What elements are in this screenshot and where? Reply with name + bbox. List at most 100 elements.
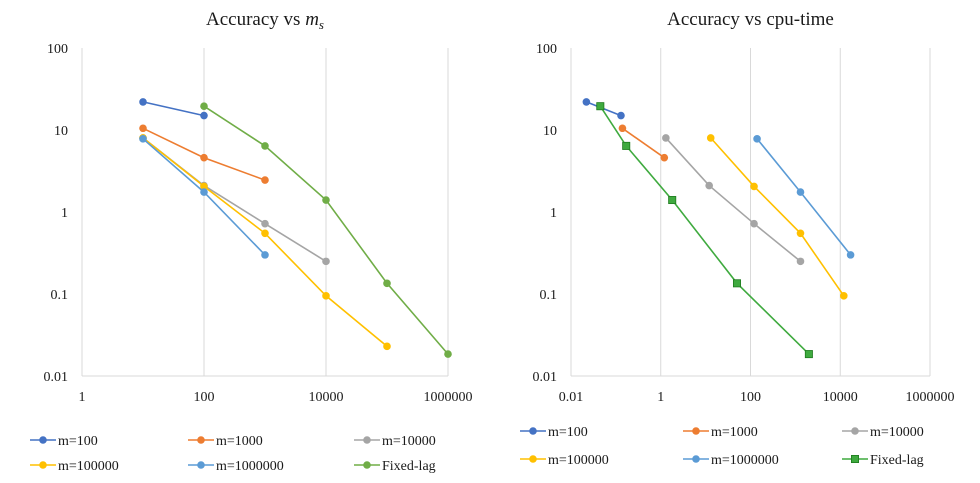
series-line-m=1000 xyxy=(621,127,665,159)
legend-swatch-marker xyxy=(851,454,860,463)
legend-swatch-marker xyxy=(529,455,537,463)
data-point xyxy=(750,219,758,228)
series-line-m=10000 xyxy=(665,137,802,263)
data-point xyxy=(582,98,591,106)
legend-swatch-marker xyxy=(197,436,205,444)
legend-item: m=100 xyxy=(520,425,588,440)
legend-label: m=1000000 xyxy=(711,453,779,468)
x-tick-label: 10000 xyxy=(823,390,858,405)
data-point xyxy=(840,292,848,300)
legend-label: m=1000000 xyxy=(216,459,284,474)
data-point xyxy=(796,188,805,196)
data-point xyxy=(618,124,627,133)
legend-item: m=100 xyxy=(30,434,98,449)
x-tick-label: 10000 xyxy=(309,390,344,405)
legend-swatch-marker xyxy=(363,436,371,444)
series-line-Fixed-lag xyxy=(599,105,810,355)
data-point xyxy=(139,135,147,143)
data-point xyxy=(796,229,805,238)
data-point xyxy=(139,98,147,106)
legend-swatch-marker xyxy=(692,427,700,435)
data-point xyxy=(383,342,391,351)
legend-item: m=1000000 xyxy=(188,459,284,474)
series-line-m=100 xyxy=(142,101,205,117)
data-point xyxy=(662,134,670,142)
legend-item: m=10000 xyxy=(842,425,924,440)
data-point xyxy=(200,111,208,120)
legend-item: m=100000 xyxy=(520,453,609,468)
legend-label: m=100 xyxy=(58,434,98,449)
legend-item: m=100000 xyxy=(30,459,119,474)
legend-label: m=100000 xyxy=(548,453,609,468)
legend-label: m=100 xyxy=(548,425,588,440)
legend-swatch-marker xyxy=(692,455,700,463)
data-point xyxy=(200,153,208,162)
x-tick-label: 1 xyxy=(79,390,86,405)
y-tick-label: 0.1 xyxy=(540,288,558,303)
y-tick-label: 10 xyxy=(543,124,557,139)
legend-label: Fixed-lag xyxy=(870,453,924,468)
legend-label: m=10000 xyxy=(382,434,436,449)
data-point xyxy=(200,182,208,191)
y-tick-label: 0.01 xyxy=(533,370,558,385)
data-point xyxy=(261,251,269,259)
legend-label: m=1000 xyxy=(711,425,758,440)
data-point xyxy=(660,153,669,162)
data-point xyxy=(200,102,208,111)
legend-label: m=10000 xyxy=(870,425,924,440)
data-point xyxy=(261,176,269,184)
x-tick-label: 1 xyxy=(657,390,664,405)
legend-swatch-marker xyxy=(363,461,371,469)
chart-title: Accuracy vs ms xyxy=(206,9,324,32)
data-point xyxy=(322,196,330,204)
y-tick-label: 0.01 xyxy=(44,370,69,385)
chart-title-variable: m xyxy=(305,9,319,30)
legend-swatch-marker xyxy=(39,436,47,444)
x-tick-label: 100 xyxy=(740,390,761,405)
legend-swatch-marker xyxy=(851,427,859,435)
data-point xyxy=(750,182,758,191)
x-tick-label: 1000000 xyxy=(906,390,955,405)
data-point xyxy=(596,102,605,111)
chart-1: Accuracy vs ms 1 100 10000 1000000 0.01 0.1 1 10… xyxy=(30,9,473,474)
chart-title-subscript: s xyxy=(319,17,324,32)
y-tick-label: 10 xyxy=(54,124,68,139)
legend-item: m=1000 xyxy=(188,434,263,449)
legend-label: m=100000 xyxy=(58,459,119,474)
data-point xyxy=(322,257,330,266)
y-tick-label: 1 xyxy=(61,206,68,221)
y-tick-label: 100 xyxy=(536,42,557,57)
data-point xyxy=(261,142,269,150)
chart-2: Accuracy vs cpu-time 0.01 1 100 10000 1000000… xyxy=(520,9,955,468)
data-point xyxy=(383,279,391,288)
legend-item: m=1000 xyxy=(683,425,758,440)
chart-title-text: Accuracy vs cpu-time xyxy=(667,9,834,30)
legend-swatch-marker xyxy=(197,461,205,469)
legend-item: Fixed-lag xyxy=(354,459,436,474)
legend-item: Fixed-lag xyxy=(842,453,924,468)
data-point xyxy=(322,292,330,300)
data-point xyxy=(200,188,208,196)
series-line-m=100000 xyxy=(142,137,388,347)
chart-title: Accuracy vs cpu-time xyxy=(667,9,834,30)
y-tick-label: 100 xyxy=(47,42,68,57)
legend-swatch-marker xyxy=(39,461,47,469)
x-tick-label: 100 xyxy=(194,390,215,405)
data-point xyxy=(261,219,269,228)
data-point xyxy=(846,251,855,259)
data-point xyxy=(261,229,269,238)
legend-swatch-marker xyxy=(529,427,537,435)
data-point xyxy=(668,196,677,205)
data-point xyxy=(444,350,452,358)
data-point xyxy=(622,141,631,150)
data-point xyxy=(804,350,813,359)
data-point xyxy=(617,111,625,120)
x-tick-label: 0.01 xyxy=(559,390,584,405)
data-point xyxy=(732,279,741,288)
chart-title-text: Accuracy vs xyxy=(206,9,305,30)
y-tick-label: 0.1 xyxy=(51,288,69,303)
x-tick-label: 1000000 xyxy=(424,390,473,405)
data-point xyxy=(706,134,715,142)
data-point xyxy=(753,135,761,143)
